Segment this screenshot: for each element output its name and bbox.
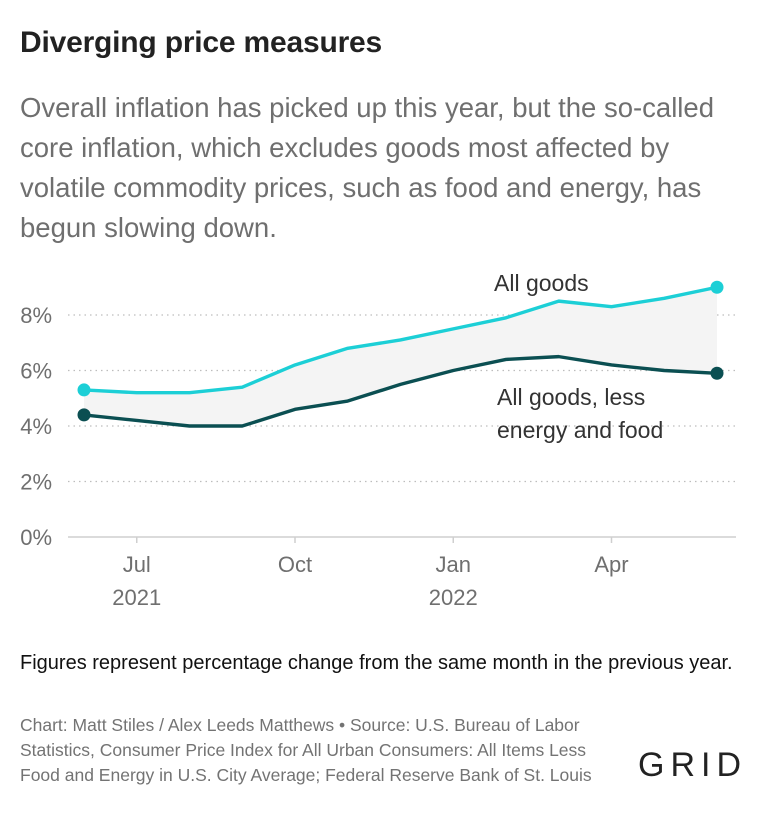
series-line-1 <box>82 354 719 428</box>
x-tick-label: Jul <box>123 552 151 577</box>
x-tick-label: Oct <box>278 552 312 577</box>
series-0-point <box>77 383 91 397</box>
series-1-point <box>710 366 724 380</box>
x-tick-label: Jan <box>436 552 471 577</box>
difference-band <box>84 287 717 426</box>
series-0-point <box>710 280 724 294</box>
chart-title: Diverging price measures <box>20 26 383 59</box>
x-tick-label: Apr <box>594 552 628 577</box>
series-line-0 <box>82 285 719 395</box>
y-tick-label: 8% <box>20 303 52 328</box>
series-labels: All goods All goods, less energy and foo… <box>494 270 663 443</box>
series-label-core-line1: All goods, less <box>497 384 645 410</box>
x-axis-ticks: Jul 2021 Oct Jan 2022 Apr <box>112 537 629 610</box>
series-1-point <box>77 408 91 422</box>
line-chart: 0% 2% 4% 6% 8% Jul 2021 Oct Jan 2022 Apr All good… <box>20 270 736 610</box>
series <box>77 280 724 428</box>
x-tick-year: 2021 <box>112 585 161 610</box>
y-tick-label: 0% <box>20 525 52 550</box>
y-tick-label: 2% <box>20 470 52 495</box>
chart-source: Chart: Matt Stiles / Alex Leeds Matthews… <box>20 715 592 785</box>
chart-note: Figures represent percentage change from… <box>20 652 733 674</box>
y-tick-label: 4% <box>20 414 52 439</box>
series-label-all-goods: All goods <box>494 270 589 296</box>
series-label-core-line2: energy and food <box>497 417 663 443</box>
grid-logo: GRID <box>638 746 747 784</box>
x-tick-year: 2022 <box>429 585 478 610</box>
y-tick-label: 6% <box>20 359 52 384</box>
y-axis-ticks: 0% 2% 4% 6% 8% <box>20 303 52 550</box>
chart-subtitle: Overall inflation has picked up this yea… <box>20 92 714 243</box>
